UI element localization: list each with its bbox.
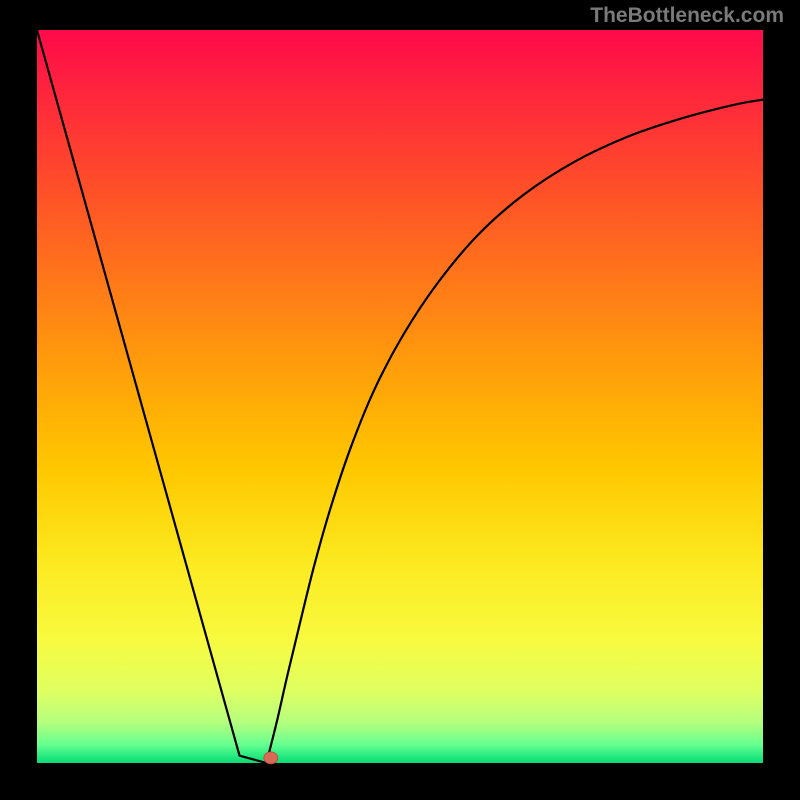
bottleneck-marker [264, 752, 278, 764]
bottleneck-curve [37, 30, 763, 766]
watermark-text: TheBottleneck.com [590, 4, 784, 28]
chart-overlay-svg [0, 0, 800, 800]
chart-container: TheBottleneck.com [0, 0, 800, 800]
